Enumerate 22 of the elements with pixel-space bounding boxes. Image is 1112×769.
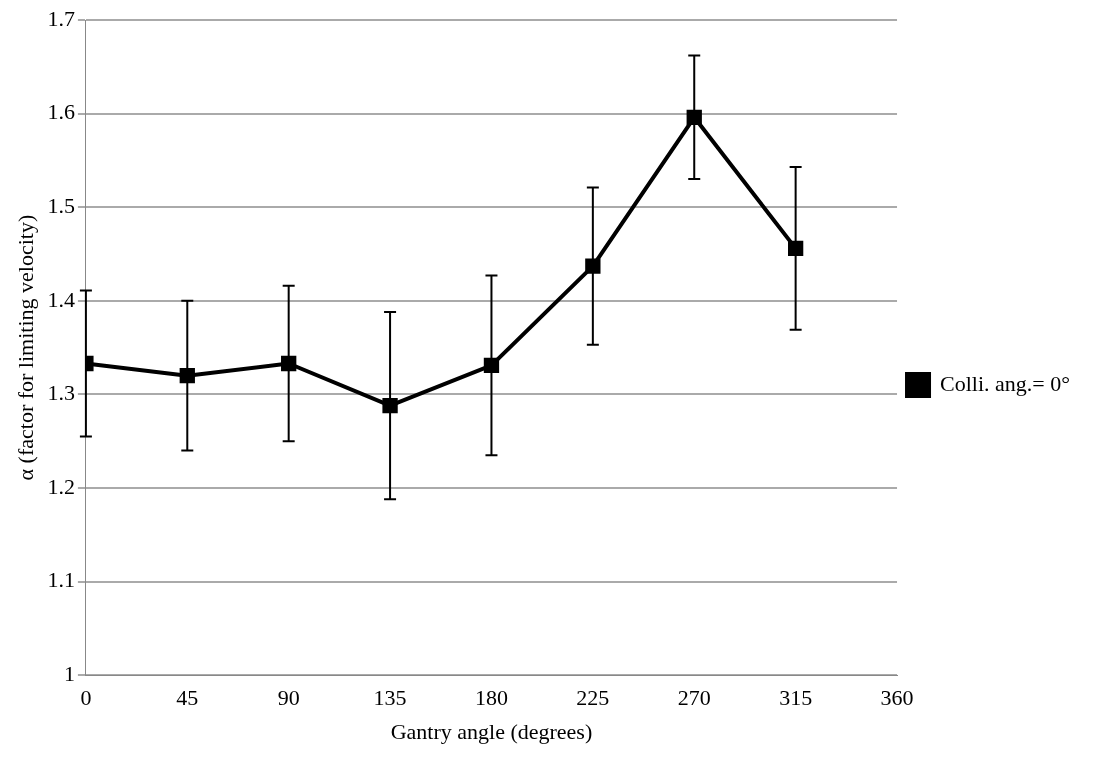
x-tick-label: 225: [576, 685, 610, 711]
x-tick-label: 135: [373, 685, 407, 711]
y-tick-label: 1.1: [47, 567, 75, 593]
y-tick-label: 1.6: [47, 99, 75, 125]
x-axis-title: Gantry angle (degrees): [390, 718, 593, 744]
point: [585, 258, 601, 274]
x-tick-label: 270: [677, 685, 711, 711]
y-tick-label: 1.2: [47, 473, 75, 499]
x-tick-label: 315: [779, 685, 813, 711]
y-tick-label: 1.7: [47, 5, 75, 31]
x-tick-label: 180: [474, 685, 508, 711]
y-tick-label: 1.4: [47, 286, 75, 312]
x-tick-label: 360: [880, 685, 914, 711]
y-tick-label: 1.3: [47, 380, 75, 406]
x-tick-label: 0: [80, 685, 92, 711]
point: [382, 397, 398, 414]
x-tick-label: 90: [277, 685, 300, 711]
y-tick-label: 1.5: [47, 192, 75, 218]
y-axis-title: α (factor for limiting velocity): [12, 214, 38, 481]
x-tick-label: 45: [176, 685, 199, 711]
legend-label: Colli. ang.= 0°: [940, 370, 1070, 396]
y-tick-label: 1: [63, 660, 75, 686]
